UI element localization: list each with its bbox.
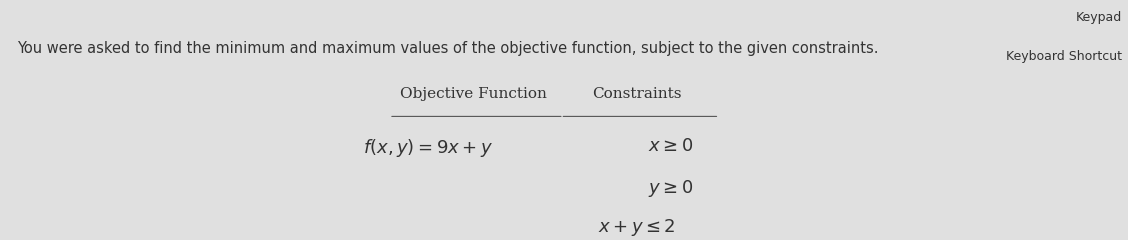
Text: Objective Function: Objective Function <box>400 87 547 101</box>
Text: Keyboard Shortcut: Keyboard Shortcut <box>1006 50 1122 63</box>
Text: $y \geq 0$: $y \geq 0$ <box>649 178 694 199</box>
Text: $x \geq 0$: $x \geq 0$ <box>649 137 694 155</box>
Text: You were asked to find the minimum and maximum values of the objective function,: You were asked to find the minimum and m… <box>17 41 879 56</box>
Text: Constraints: Constraints <box>592 87 681 101</box>
Text: Keypad: Keypad <box>1076 12 1122 24</box>
Text: $f(x, y) = 9x + y$: $f(x, y) = 9x + y$ <box>363 137 494 159</box>
Text: $x + y \leq 2$: $x + y \leq 2$ <box>598 217 676 238</box>
